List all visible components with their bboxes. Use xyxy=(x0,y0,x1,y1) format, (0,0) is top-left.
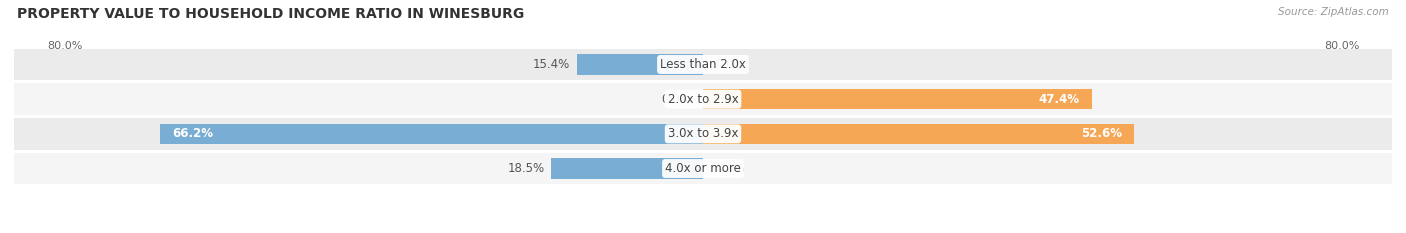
Bar xyxy=(703,89,1092,109)
Bar xyxy=(703,124,1135,144)
Text: 3.0x to 3.9x: 3.0x to 3.9x xyxy=(668,127,738,140)
Text: Less than 2.0x: Less than 2.0x xyxy=(659,58,747,71)
Text: 4.0x or more: 4.0x or more xyxy=(665,162,741,175)
Text: 66.2%: 66.2% xyxy=(173,127,214,140)
Bar xyxy=(0,48,1406,80)
Text: 18.5%: 18.5% xyxy=(508,162,544,175)
Text: 52.6%: 52.6% xyxy=(1081,127,1122,140)
Bar xyxy=(551,158,703,178)
Text: 80.0%: 80.0% xyxy=(46,41,82,51)
Bar xyxy=(0,153,1406,185)
Text: Source: ZipAtlas.com: Source: ZipAtlas.com xyxy=(1278,7,1389,17)
Bar xyxy=(0,118,1406,150)
Text: 47.4%: 47.4% xyxy=(1039,93,1080,106)
Text: PROPERTY VALUE TO HOUSEHOLD INCOME RATIO IN WINESBURG: PROPERTY VALUE TO HOUSEHOLD INCOME RATIO… xyxy=(17,7,524,21)
Bar xyxy=(576,55,703,75)
Text: 0.0%: 0.0% xyxy=(661,93,690,106)
Text: 0.0%: 0.0% xyxy=(716,58,745,71)
Text: 0.0%: 0.0% xyxy=(716,162,745,175)
Text: 2.0x to 2.9x: 2.0x to 2.9x xyxy=(668,93,738,106)
Bar xyxy=(160,124,703,144)
Bar xyxy=(0,83,1406,115)
Text: 15.4%: 15.4% xyxy=(533,58,571,71)
Text: 80.0%: 80.0% xyxy=(1324,41,1360,51)
